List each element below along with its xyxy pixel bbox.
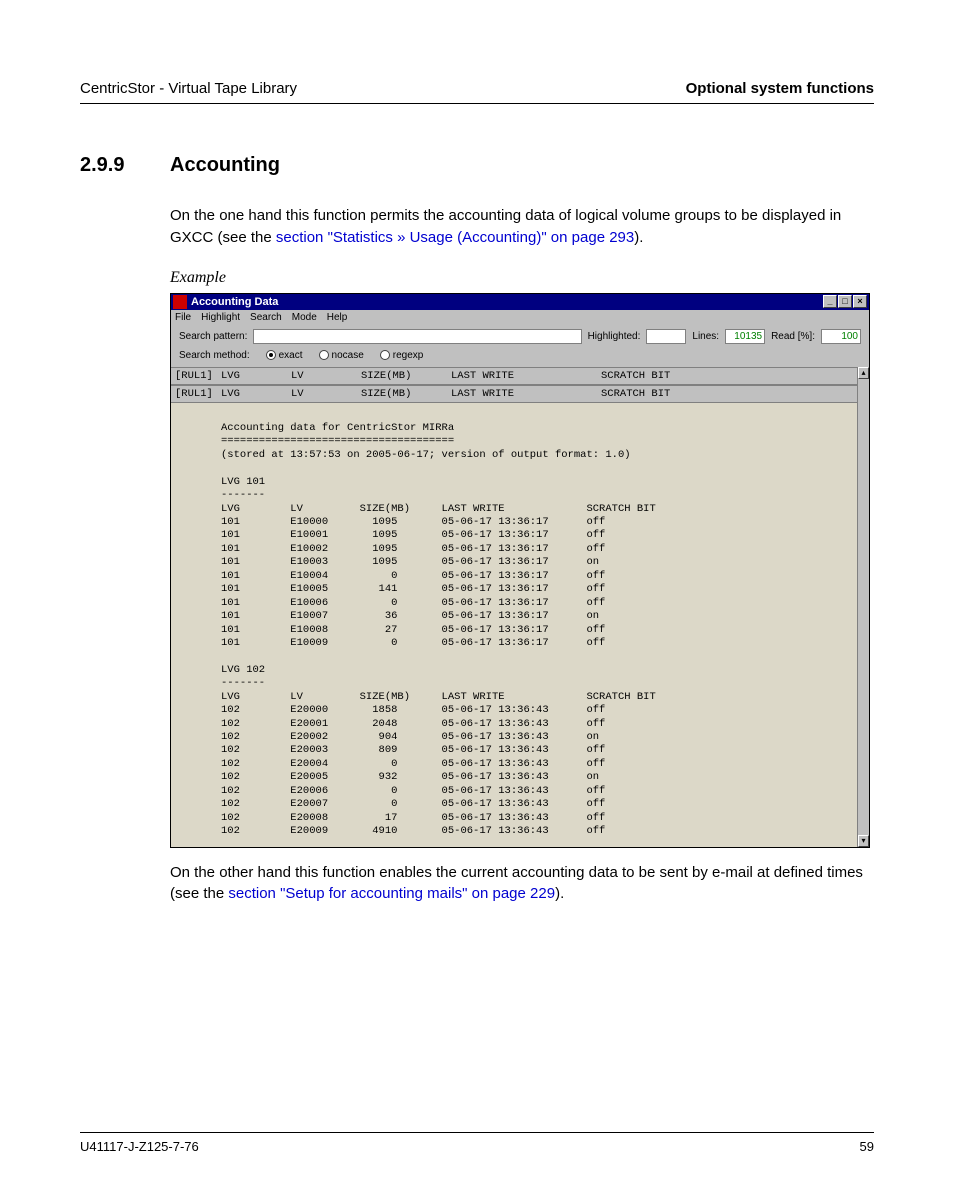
menu-search[interactable]: Search [250,312,282,323]
intro-paragraph: On the one hand this function permits th… [170,205,874,249]
header-scratchbit: SCRATCH BIT [601,370,853,382]
search-method-label: Search method: [179,350,250,361]
header-lv: LV [291,370,361,382]
section-title: Accounting [170,154,280,177]
terminal-content: Accounting data for CentricStor MIRRa ==… [171,403,857,847]
accounting-window: Accounting Data _ □ × File Highlight Sea… [170,293,870,848]
search-toolbar: Search pattern: Highlighted: Lines: Read… [171,325,869,348]
outro-link[interactable]: section "Setup for accounting mails" on … [228,885,555,902]
window-title: Accounting Data [191,296,278,308]
maximize-button[interactable]: □ [838,295,852,308]
menu-file[interactable]: File [175,312,191,323]
lines-label: Lines: [692,331,719,342]
minimize-button[interactable]: _ [823,295,837,308]
header-lastwrite: LAST WRITE [451,370,601,382]
intro-link[interactable]: section "Statistics » Usage (Accounting)… [276,229,634,246]
radio-exact[interactable]: exact [266,350,303,361]
menu-mode[interactable]: Mode [292,312,317,323]
column-header-row-1: [RUL1] LVG LV SIZE(MB) LAST WRITE SCRATC… [171,367,857,385]
scroll-up-button[interactable]: ▴ [858,367,869,379]
radio-nocase[interactable]: nocase [319,350,364,361]
footer-left: U41117-J-Z125-7-76 [80,1139,199,1154]
outro-paragraph: On the other hand this function enables … [170,862,874,906]
intro-text-after: ). [634,229,643,246]
footer-right: 59 [860,1139,874,1154]
header-lvg: LVG [221,370,291,382]
section-number: 2.9.9 [80,154,170,177]
column-header-row-2: [RUL1] LVG LV SIZE(MB) LAST WRITE SCRATC… [171,385,857,403]
page-header: CentricStor - Virtual Tape Library Optio… [80,80,874,104]
read-value [821,329,861,344]
search-pattern-label: Search pattern: [179,331,247,342]
app-icon [173,295,187,309]
search-pattern-input[interactable] [253,329,581,344]
header-size: SIZE(MB) [361,370,451,382]
close-button[interactable]: × [853,295,867,308]
header-right: Optional system functions [686,80,874,97]
menu-highlight[interactable]: Highlight [201,312,240,323]
read-label: Read [%]: [771,331,815,342]
titlebar[interactable]: Accounting Data _ □ × [171,294,869,310]
header-prefix: [RUL1] [175,370,221,382]
highlighted-input[interactable] [646,329,686,344]
search-method-toolbar: Search method: exact nocase regexp [171,348,869,367]
radio-regexp[interactable]: regexp [380,350,424,361]
page-footer: U41117-J-Z125-7-76 59 [80,1132,874,1154]
outro-text-after: ). [555,885,564,902]
menu-help[interactable]: Help [327,312,348,323]
highlighted-label: Highlighted: [588,331,641,342]
scroll-down-button[interactable]: ▾ [858,835,869,847]
example-label: Example [170,269,874,287]
lines-value [725,329,765,344]
menubar: File Highlight Search Mode Help [171,310,869,325]
header-left: CentricStor - Virtual Tape Library [80,80,297,97]
